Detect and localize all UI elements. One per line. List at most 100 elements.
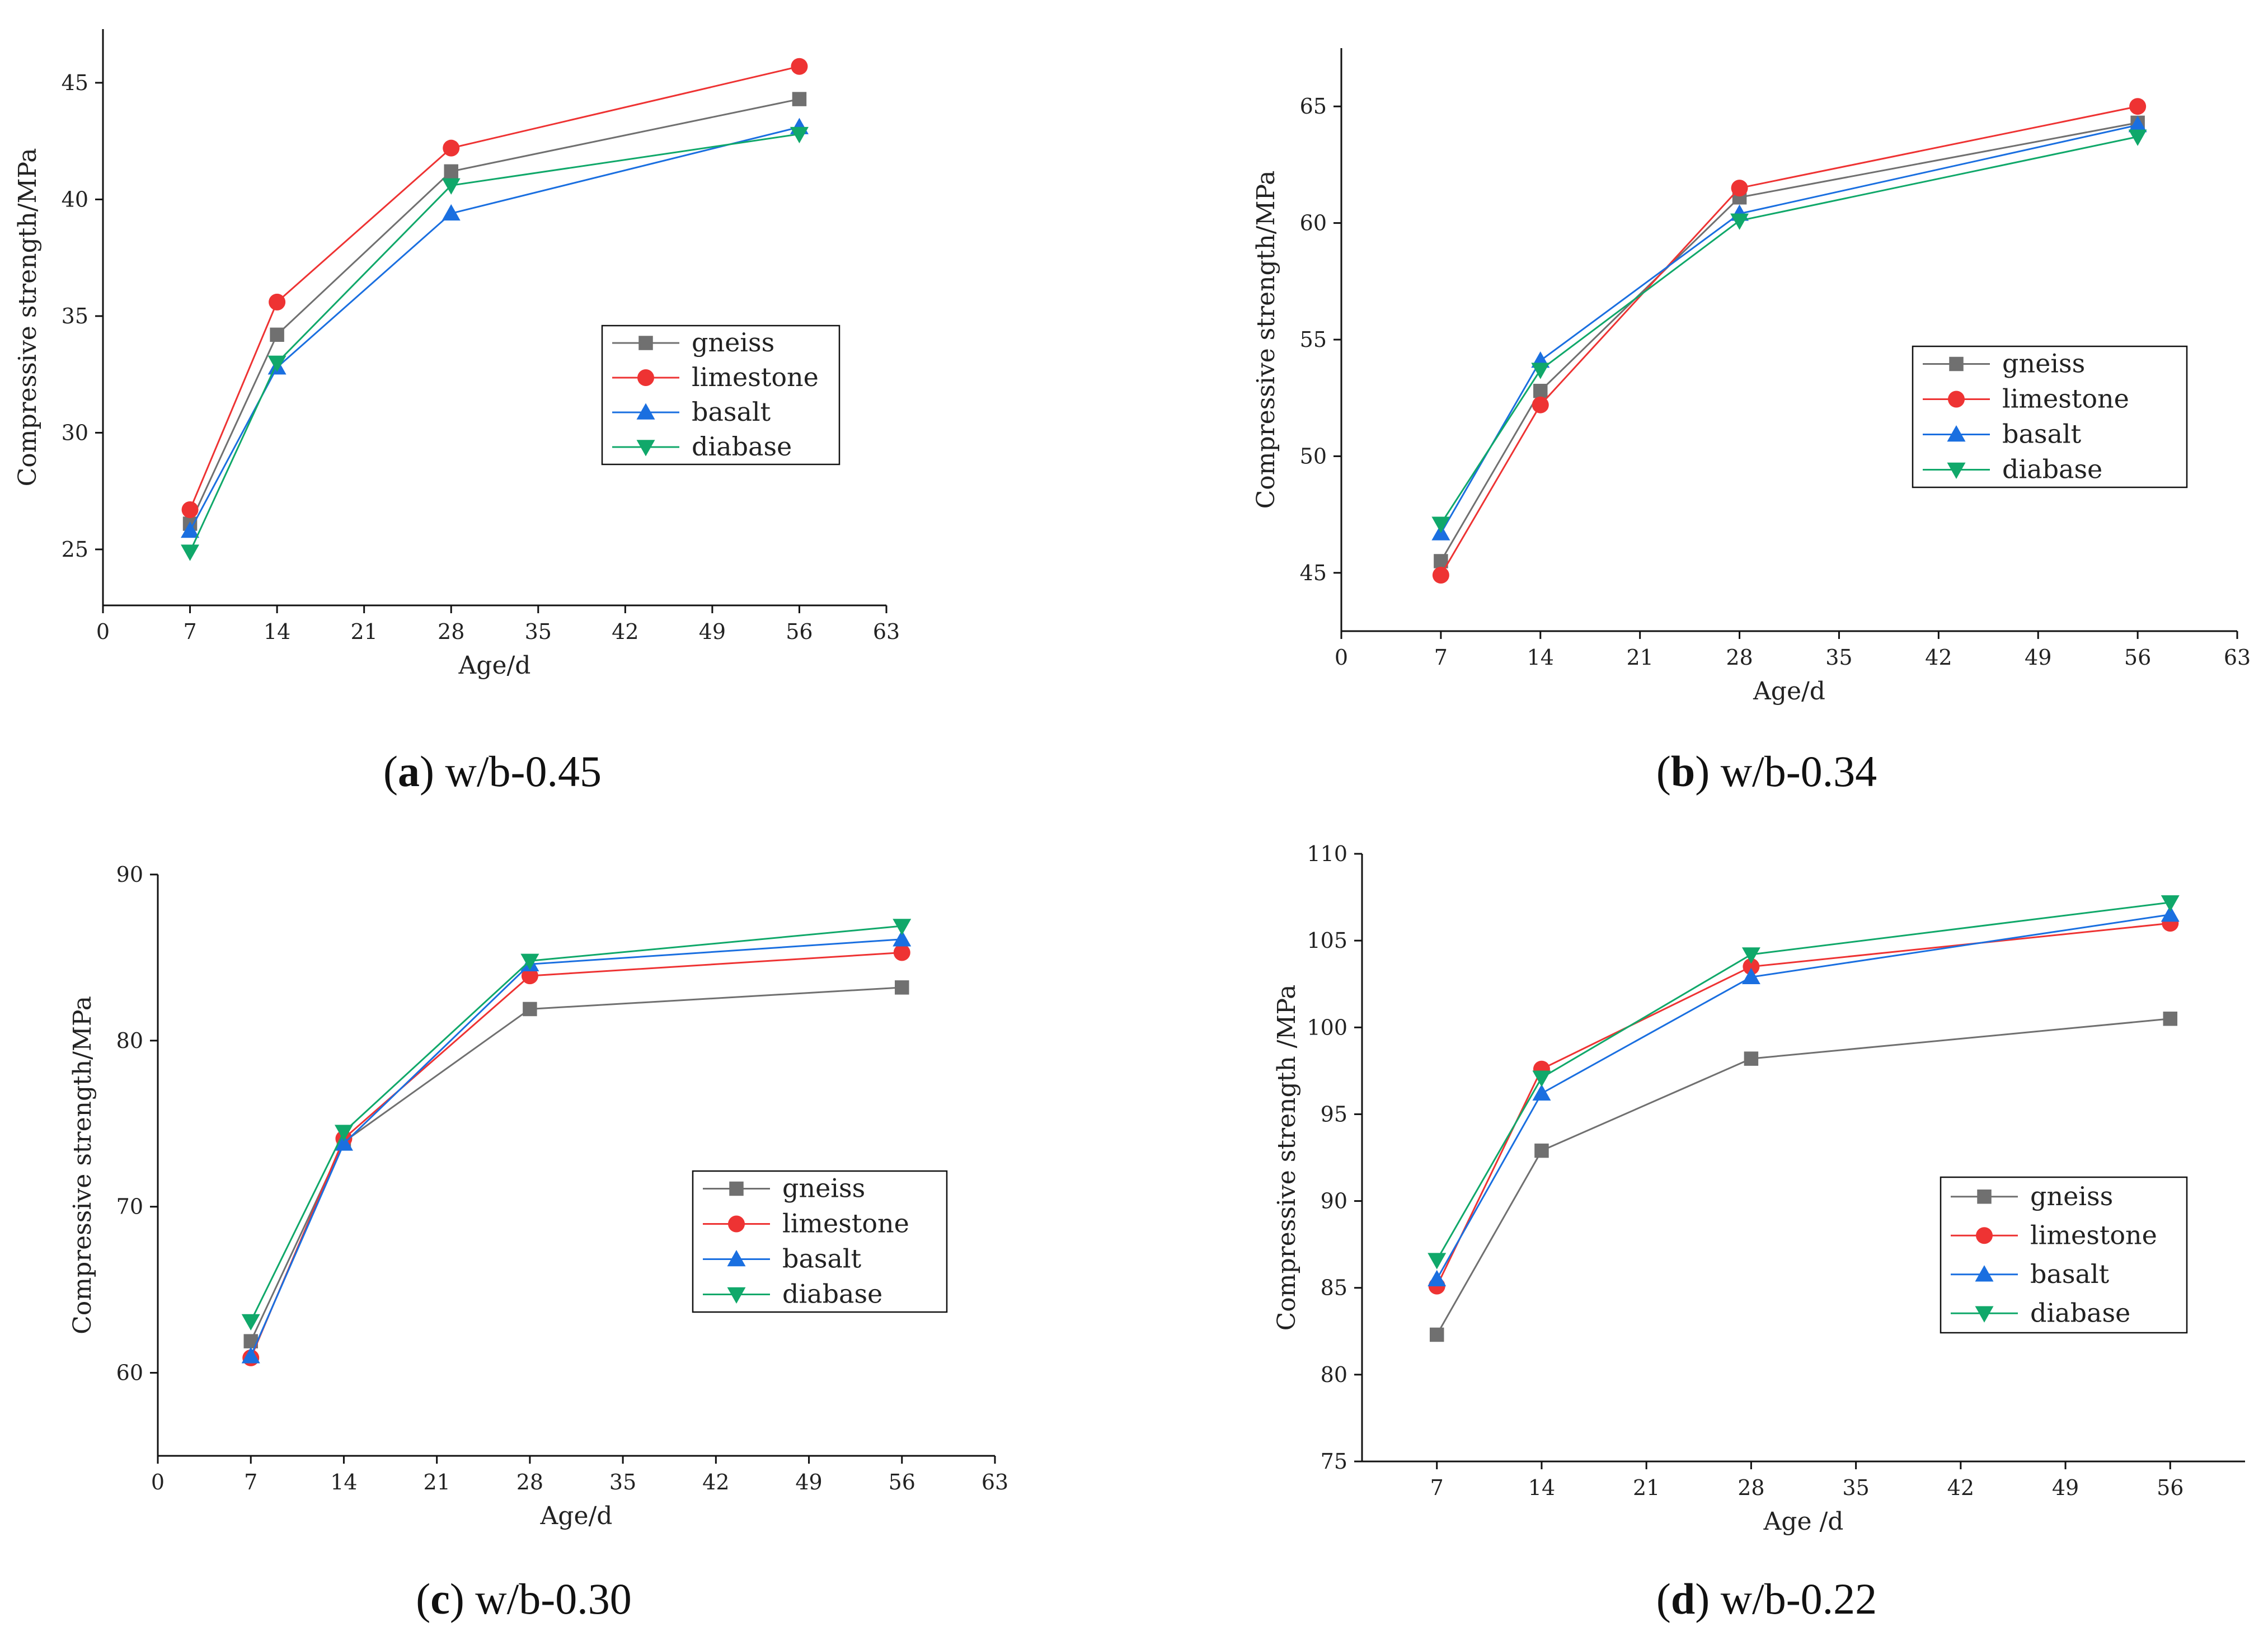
data-point-limestone bbox=[521, 967, 538, 985]
y-tick-label: 35 bbox=[62, 304, 88, 328]
x-tick-label: 56 bbox=[2124, 645, 2151, 670]
y-tick-label: 70 bbox=[116, 1195, 143, 1219]
x-tick-label: 42 bbox=[702, 1470, 729, 1494]
chart-panel-b: 0 7 14 21 28 35 42 49 56 63 45 50 55 60 65 Age/d Compres… bbox=[1252, 48, 2251, 796]
legend-marker-limestone bbox=[1948, 391, 1965, 408]
caption-text: w/b-0.30 bbox=[475, 1574, 631, 1623]
y-axis-title: Compressive strength /MPa bbox=[1272, 985, 1301, 1331]
legend-label-basalt: basalt bbox=[2030, 1259, 2110, 1289]
legend-label-diabase: diabase bbox=[782, 1279, 882, 1309]
caption-paren-open: ( bbox=[383, 747, 398, 796]
caption-text: w/b-0.34 bbox=[1721, 747, 1877, 796]
x-tick-label: 42 bbox=[612, 619, 638, 644]
legend-label-basalt: basalt bbox=[2002, 419, 2082, 449]
series-line-diabase bbox=[189, 133, 800, 552]
y-tick-label: 25 bbox=[62, 537, 88, 562]
y-tick-label: 110 bbox=[1307, 841, 1347, 866]
y-tick-label: 105 bbox=[1307, 928, 1347, 953]
legend-marker-basalt bbox=[636, 403, 655, 420]
x-tick-label: 14 bbox=[1527, 645, 1554, 670]
legend-label-limestone: limestone bbox=[2030, 1220, 2157, 1250]
data-point-basalt bbox=[241, 1347, 260, 1364]
x-tick-label: 7 bbox=[244, 1470, 257, 1494]
data-point-gneiss bbox=[1533, 383, 1548, 398]
x-tick-label: 21 bbox=[1626, 645, 1653, 670]
x-tick-label: 49 bbox=[699, 619, 726, 644]
caption-paren-close: ) bbox=[1695, 747, 1720, 796]
x-tick-label: 21 bbox=[1633, 1475, 1660, 1500]
x-tick-label: 7 bbox=[183, 619, 196, 644]
data-point-gneiss bbox=[1744, 1051, 1759, 1066]
data-point-limestone bbox=[1743, 958, 1760, 975]
x-tick-label: 56 bbox=[889, 1470, 915, 1494]
legend-label-limestone: limestone bbox=[2002, 384, 2129, 414]
series-line-limestone bbox=[189, 65, 800, 510]
x-tick-label: 7 bbox=[1430, 1475, 1444, 1500]
caption-panel-letter: c bbox=[430, 1574, 450, 1623]
y-tick-label: 80 bbox=[116, 1028, 143, 1053]
data-point-diabase bbox=[1431, 516, 1450, 533]
data-point-basalt bbox=[893, 930, 912, 947]
legend-marker-gneiss bbox=[1949, 356, 1964, 372]
series-line-basalt bbox=[250, 938, 902, 1357]
x-axis-title: Age/d bbox=[540, 1502, 613, 1530]
x-tick-label: 0 bbox=[96, 619, 110, 644]
x-axis-title: Age /d bbox=[1763, 1507, 1844, 1536]
x-tick-label: 42 bbox=[1925, 645, 1952, 670]
legend-marker-diabase bbox=[727, 1287, 746, 1304]
caption-panel-letter: d bbox=[1671, 1574, 1695, 1623]
y-axis-title: Compressive strength/MPa bbox=[13, 148, 42, 487]
series-line-gneiss bbox=[189, 98, 800, 524]
data-point-limestone bbox=[1532, 396, 1549, 413]
x-tick-label: 14 bbox=[264, 619, 290, 644]
x-axis-title: Age/d bbox=[1753, 677, 1825, 706]
data-point-diabase bbox=[1741, 947, 1760, 964]
series-line-gneiss bbox=[1436, 1018, 2171, 1336]
caption-panel-letter: a bbox=[398, 747, 420, 796]
x-tick-label: 0 bbox=[1335, 645, 1348, 670]
chart-panel-d: 7 14 21 28 35 42 49 56 75 80 85 90 95 100 105 110 Age /d… bbox=[1272, 841, 2245, 1623]
legend-marker-basalt bbox=[727, 1250, 746, 1267]
caption-paren-close: ) bbox=[450, 1574, 475, 1623]
series-line-gneiss bbox=[250, 986, 902, 1342]
x-tick-label: 28 bbox=[438, 619, 464, 644]
legend-marker-gneiss bbox=[729, 1181, 744, 1196]
data-point-limestone bbox=[893, 944, 910, 961]
legend-label-basalt: basalt bbox=[782, 1244, 862, 1274]
legend-label-diabase: diabase bbox=[2030, 1297, 2130, 1328]
x-tick-label: 56 bbox=[786, 619, 813, 644]
data-point-gneiss bbox=[270, 327, 284, 342]
data-point-diabase bbox=[442, 178, 461, 195]
y-tick-label: 85 bbox=[1321, 1276, 1347, 1300]
series-line-basalt bbox=[1436, 914, 2171, 1280]
data-point-basalt bbox=[2128, 116, 2147, 133]
data-point-gneiss bbox=[1429, 1327, 1444, 1342]
x-tick-label: 63 bbox=[873, 619, 900, 644]
legend-marker-basalt bbox=[1975, 1265, 1994, 1282]
y-tick-label: 55 bbox=[1300, 327, 1327, 352]
caption-paren-close: ) bbox=[1695, 1574, 1720, 1623]
x-tick-label: 49 bbox=[2052, 1475, 2079, 1500]
data-point-limestone bbox=[269, 293, 286, 311]
legend-label-basalt: basalt bbox=[692, 397, 771, 427]
caption-paren-open: ( bbox=[416, 1574, 430, 1623]
panel-caption: (a) w/b-0.45 bbox=[383, 747, 602, 796]
data-point-diabase bbox=[181, 544, 200, 561]
x-tick-label: 0 bbox=[151, 1470, 165, 1494]
x-tick-label: 28 bbox=[516, 1470, 543, 1494]
y-tick-label: 90 bbox=[116, 862, 143, 887]
panel-caption: (d) w/b-0.22 bbox=[1656, 1574, 1877, 1623]
data-point-diabase bbox=[267, 355, 287, 372]
x-tick-label: 49 bbox=[795, 1470, 822, 1494]
y-tick-label: 60 bbox=[116, 1361, 143, 1385]
legend-marker-limestone bbox=[637, 369, 654, 386]
series-line-gneiss bbox=[1440, 121, 2138, 562]
data-point-gneiss bbox=[523, 1002, 537, 1017]
legend-label-gneiss: gneiss bbox=[782, 1173, 865, 1204]
data-point-gneiss bbox=[895, 980, 909, 995]
legend-marker-gneiss bbox=[1977, 1190, 1992, 1204]
data-point-diabase bbox=[520, 953, 539, 970]
data-point-gneiss bbox=[2163, 1012, 2178, 1026]
data-point-gneiss bbox=[792, 92, 807, 106]
